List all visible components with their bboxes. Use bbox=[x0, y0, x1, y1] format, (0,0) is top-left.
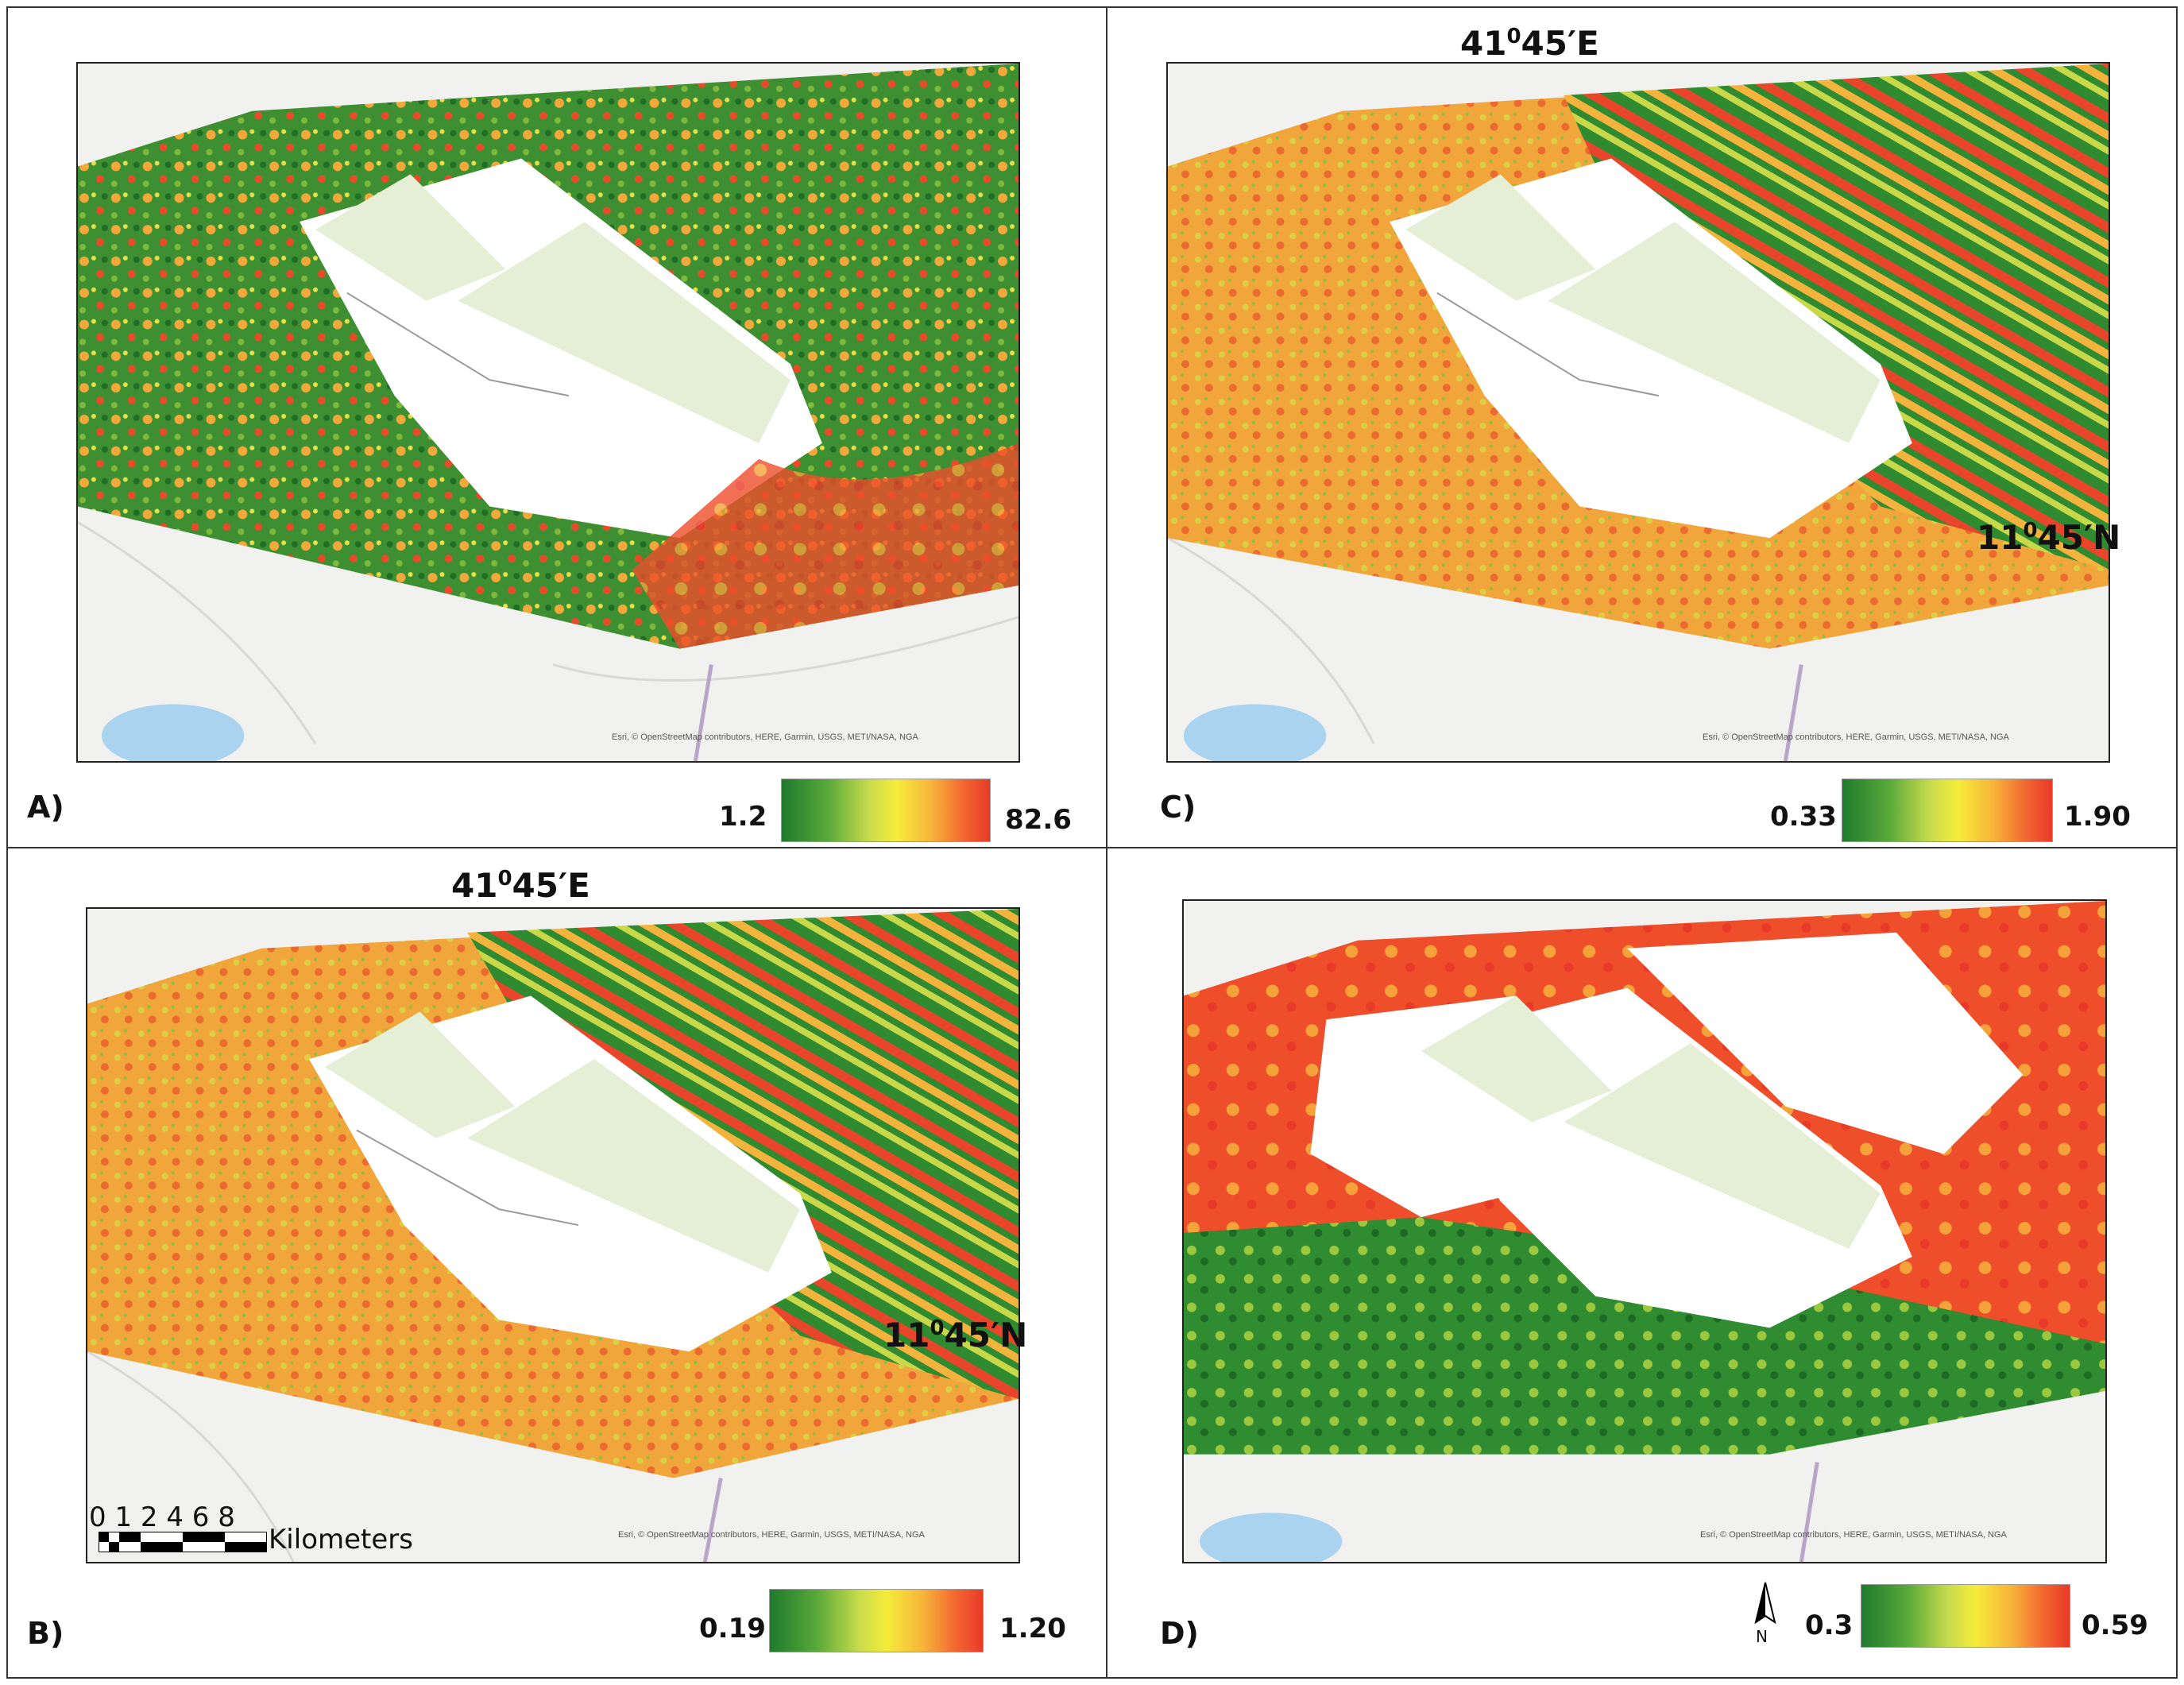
panel-d-label: D) bbox=[1160, 1616, 1199, 1651]
map-b-raster bbox=[87, 909, 1019, 1562]
legend-c-colorbar bbox=[1842, 779, 2053, 842]
map-b[interactable] bbox=[86, 907, 1020, 1563]
legend-d-max: 0.59 bbox=[2082, 1610, 2148, 1641]
scalebar-unit: Kilometers bbox=[269, 1524, 413, 1556]
map-a-raster bbox=[78, 64, 1019, 761]
map-c-credit: Esri, © OpenStreetMap contributors, HERE… bbox=[1703, 732, 2009, 742]
legend-b-max: 1.20 bbox=[999, 1613, 1066, 1644]
panel-c-label: C) bbox=[1160, 790, 1196, 825]
panel-b-latitude-label: 11045′N bbox=[883, 1316, 1028, 1355]
legend-a-colorbar bbox=[781, 779, 991, 842]
map-c[interactable] bbox=[1166, 62, 2110, 763]
lake bbox=[101, 704, 245, 761]
legend-a-min: 1.2 bbox=[719, 801, 767, 833]
panel-c-longitude-label: 41045′E bbox=[1460, 24, 1599, 63]
legend-b-min: 0.19 bbox=[699, 1613, 766, 1644]
legend-d-colorbar bbox=[1861, 1584, 2070, 1648]
panel-b-label: B) bbox=[27, 1616, 64, 1651]
panel-c-latitude-label: 11045′N bbox=[1977, 518, 2121, 557]
scalebar-tick-labels: 0 1 2 4 6 8 bbox=[89, 1501, 235, 1533]
figure-frame bbox=[6, 6, 2178, 1679]
map-c-raster bbox=[1168, 64, 2109, 761]
legend-a-max: 82.6 bbox=[1005, 804, 1072, 836]
panel-b-longitude-label: 41045′E bbox=[451, 866, 590, 905]
legend-c-max: 1.90 bbox=[2064, 801, 2131, 833]
vertical-divider bbox=[1106, 6, 1107, 1679]
legend-c-min: 0.33 bbox=[1770, 801, 1837, 833]
map-d-credit: Esri, © OpenStreetMap contributors, HERE… bbox=[1700, 1530, 2007, 1540]
legend-d-min: 0.3 bbox=[1805, 1610, 1854, 1641]
north-arrow-label: N bbox=[1756, 1627, 1768, 1646]
map-b-credit: Esri, © OpenStreetMap contributors, HERE… bbox=[618, 1530, 925, 1540]
legend-b-colorbar bbox=[769, 1589, 984, 1652]
map-a[interactable] bbox=[76, 62, 1020, 763]
panel-a-label: A) bbox=[27, 790, 64, 825]
map-a-credit: Esri, © OpenStreetMap contributors, HERE… bbox=[612, 732, 918, 742]
map-d[interactable] bbox=[1182, 899, 2107, 1563]
horizontal-divider bbox=[6, 847, 2178, 848]
scalebar bbox=[99, 1532, 267, 1552]
map-d-raster bbox=[1184, 901, 2105, 1562]
north-arrow-icon bbox=[1754, 1582, 1776, 1625]
